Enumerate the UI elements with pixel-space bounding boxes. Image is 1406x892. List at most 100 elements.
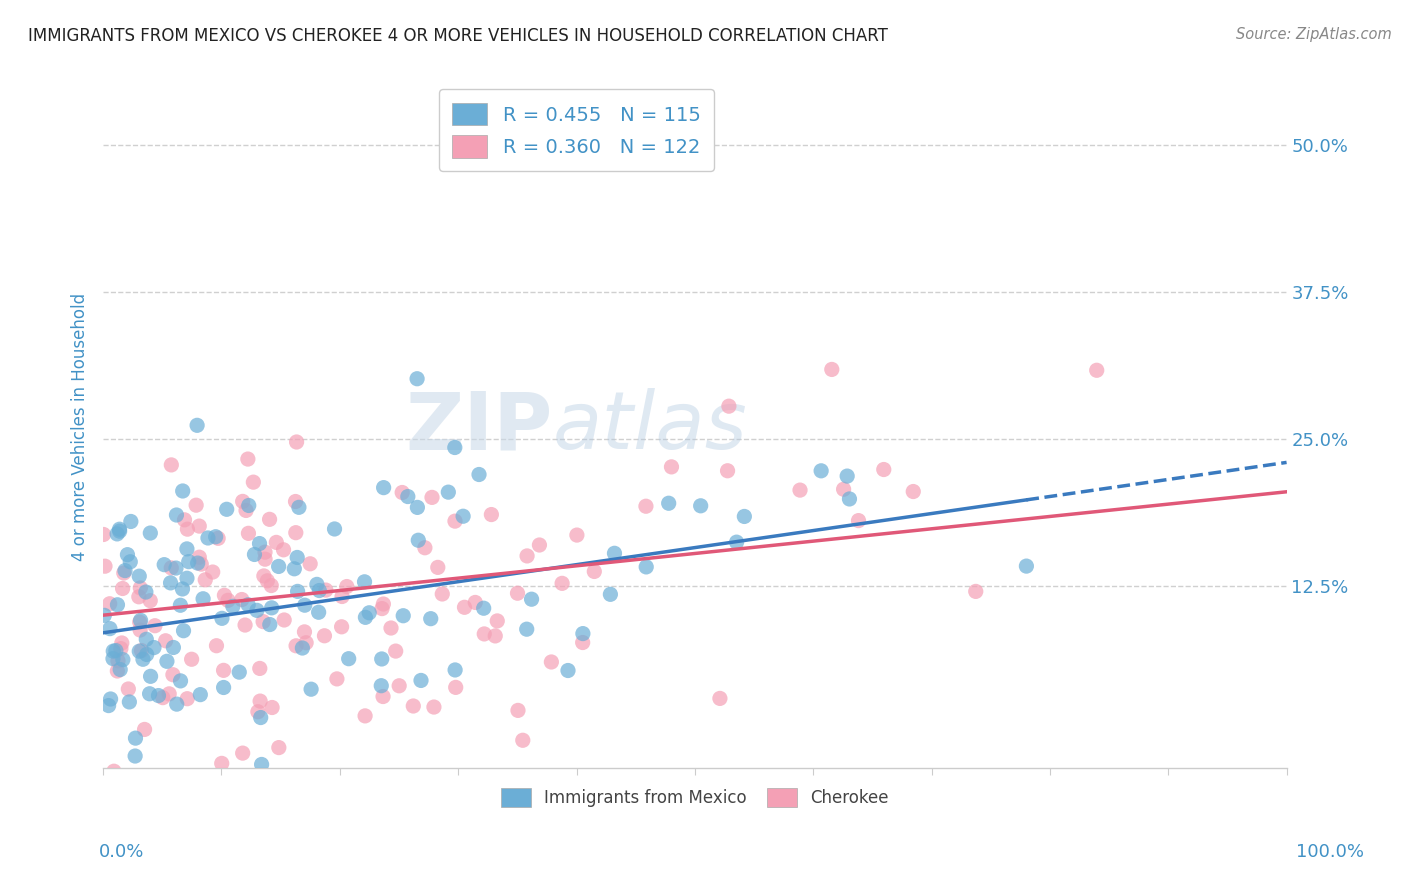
Point [354,709,377,723]
Point [529,538,551,552]
Point [173,624,195,638]
Point [326,672,349,686]
Point [259,512,281,526]
Point [135,632,157,647]
Point [160,561,183,575]
Point [873,462,896,476]
Point [205,639,228,653]
Point [98,597,121,611]
Point [1015,559,1038,574]
Point [506,586,529,600]
Point [472,627,495,641]
Point [156,654,179,668]
Point [114,564,136,578]
Point [190,557,212,571]
Point [443,441,465,455]
Point [965,584,987,599]
Point [139,593,162,607]
Point [120,555,142,569]
Point [267,559,290,574]
Point [135,648,157,662]
Point [217,593,239,607]
Point [551,576,574,591]
Point [725,535,748,549]
Point [238,499,260,513]
Point [191,591,214,606]
Point [373,597,395,611]
Point [658,496,681,510]
Point [124,749,146,764]
Point [176,571,198,585]
Point [464,595,486,609]
Point [118,695,141,709]
Point [516,549,538,563]
Point [103,764,125,779]
Point [336,580,359,594]
Point [135,585,157,599]
Point [284,525,307,540]
Point [408,533,430,548]
Point [308,583,330,598]
Point [117,681,139,696]
Point [108,524,131,538]
Point [110,641,132,656]
Point [330,590,353,604]
Point [259,617,281,632]
Point [169,673,191,688]
Point [409,673,432,688]
Point [285,435,308,450]
Point [838,491,860,506]
Point [572,626,595,640]
Point [903,484,925,499]
Text: 100.0%: 100.0% [1296,843,1364,861]
Text: atlas: atlas [553,388,748,467]
Point [176,522,198,536]
Point [177,555,200,569]
Text: IMMIGRANTS FROM MEXICO VS CHEROKEE 4 OR MORE VEHICLES IN HOUSEHOLD CORRELATION C: IMMIGRANTS FROM MEXICO VS CHEROKEE 4 OR … [28,27,889,45]
Point [391,485,413,500]
Point [117,548,139,562]
Point [249,536,271,550]
Point [98,622,121,636]
Point [689,499,711,513]
Point [148,689,170,703]
Point [129,623,152,637]
Point [105,664,128,678]
Point [337,651,360,665]
Point [162,667,184,681]
Point [256,574,278,588]
Y-axis label: 4 or more Vehicles in Household: 4 or more Vehicles in Household [72,293,89,561]
Point [232,746,254,760]
Point [228,665,250,680]
Point [111,652,134,666]
Point [583,565,606,579]
Point [287,584,309,599]
Point [323,522,346,536]
Point [315,583,337,598]
Point [565,528,588,542]
Point [120,515,142,529]
Point [330,620,353,634]
Point [107,598,129,612]
Point [371,690,394,704]
Point [134,723,156,737]
Point [250,757,273,772]
Point [266,535,288,549]
Point [406,500,429,515]
Point [188,550,211,565]
Point [288,500,311,515]
Point [273,613,295,627]
Point [162,640,184,655]
Point [709,691,731,706]
Point [283,562,305,576]
Point [246,603,269,617]
Point [353,574,375,589]
Point [252,615,274,629]
Point [260,578,283,592]
Point [128,644,150,658]
Point [201,565,224,579]
Point [194,573,217,587]
Point [426,560,449,574]
Point [236,598,259,612]
Point [188,688,211,702]
